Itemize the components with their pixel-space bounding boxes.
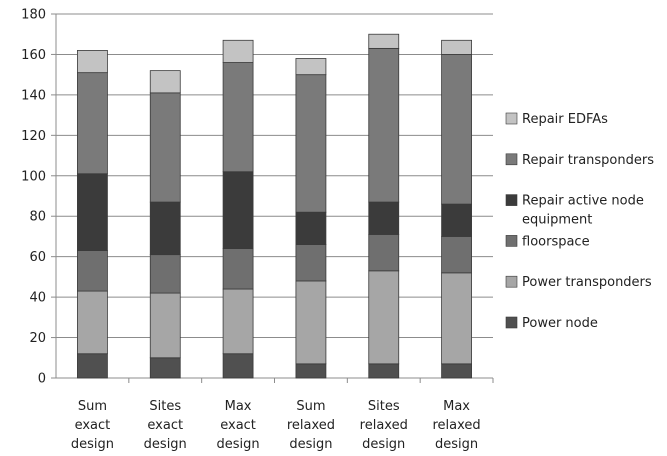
y-tick-label: 0 bbox=[38, 372, 46, 387]
bar-segment bbox=[368, 363, 400, 379]
legend-swatch bbox=[505, 275, 518, 288]
x-tick-label: Sum bbox=[78, 399, 107, 414]
x-tick-label: design bbox=[217, 437, 260, 452]
bar-segment bbox=[222, 288, 254, 355]
bar-segment bbox=[77, 72, 108, 175]
bar-segment bbox=[441, 236, 472, 274]
bar-segment bbox=[295, 211, 327, 245]
bar-segment bbox=[368, 234, 400, 272]
gridlines bbox=[56, 13, 493, 339]
legend-label: floorspace bbox=[522, 234, 590, 249]
x-tick-label: relaxed bbox=[360, 418, 408, 433]
legend-label: Power transponders bbox=[522, 275, 652, 290]
legend-label: Repair active node equipment bbox=[522, 194, 644, 228]
bar-segment bbox=[149, 201, 181, 256]
y-tick-label: 100 bbox=[21, 169, 46, 184]
bar-segment bbox=[295, 74, 327, 213]
legend-label: Repair transponders bbox=[522, 153, 654, 168]
legend: Repair EDFAs Repair transponders Repair ac… bbox=[505, 112, 654, 331]
y-tick-label: 60 bbox=[29, 250, 46, 265]
y-tick-label: 80 bbox=[29, 210, 46, 225]
x-tick-label: exact bbox=[147, 418, 183, 433]
x-tick-label: Max bbox=[443, 399, 470, 414]
bar-segment bbox=[149, 357, 181, 379]
bar-segment bbox=[295, 58, 327, 76]
bar-segment bbox=[77, 50, 108, 74]
bar-segment bbox=[149, 292, 181, 359]
x-tick-label: exact bbox=[75, 418, 111, 433]
bar-segment bbox=[222, 171, 254, 249]
legend-label: Power node bbox=[522, 316, 598, 331]
y-tick-label: 180 bbox=[21, 8, 46, 23]
legend-label: Repair EDFAs bbox=[522, 112, 608, 127]
x-tick-label: design bbox=[71, 437, 114, 452]
bar-segment bbox=[77, 353, 108, 379]
legend-label-line: Repair active node bbox=[522, 194, 644, 209]
bar-segment bbox=[222, 248, 254, 290]
x-tick-label: design bbox=[144, 437, 187, 452]
bar-segment bbox=[441, 272, 472, 365]
bar-segment bbox=[441, 363, 472, 379]
y-tick-label: 20 bbox=[29, 331, 46, 346]
bar-segment bbox=[295, 363, 327, 379]
x-tick-label: design bbox=[362, 437, 405, 452]
y-tick-label: 40 bbox=[29, 291, 46, 306]
x-tick-label: Max bbox=[225, 399, 252, 414]
x-tick-label: Sum bbox=[296, 399, 325, 414]
y-tick-label: 120 bbox=[21, 129, 46, 144]
bar-segment bbox=[368, 201, 400, 235]
x-tick-label: design bbox=[435, 437, 478, 452]
bar-segment bbox=[77, 173, 108, 251]
bars bbox=[77, 33, 472, 379]
bar-segment bbox=[441, 203, 472, 237]
x-tick-label: relaxed bbox=[432, 418, 480, 433]
legend-swatch bbox=[505, 112, 518, 125]
x-tick-label: exact bbox=[220, 418, 256, 433]
bar-segment bbox=[77, 290, 108, 355]
bar-segment bbox=[222, 62, 254, 173]
legend-swatch bbox=[505, 316, 518, 329]
x-tick-label: Sites bbox=[368, 399, 400, 414]
x-tick-label: relaxed bbox=[287, 418, 335, 433]
bar-segment bbox=[295, 244, 327, 282]
bar-segment bbox=[149, 92, 181, 203]
y-tick-label: 160 bbox=[21, 48, 46, 63]
bar-segment bbox=[368, 33, 400, 49]
bar-segment bbox=[368, 270, 400, 365]
y-tick-label: 140 bbox=[21, 88, 46, 103]
bar-segment bbox=[77, 250, 108, 292]
x-tick-label: Sites bbox=[149, 399, 181, 414]
legend-label-line: equipment bbox=[522, 213, 592, 228]
bar-segment bbox=[441, 54, 472, 205]
bar-segment bbox=[368, 47, 400, 203]
legend-swatch bbox=[505, 194, 518, 206]
bar-segment bbox=[149, 70, 181, 94]
bar-segment bbox=[222, 39, 254, 63]
legend-swatch bbox=[505, 235, 518, 247]
bar-segment bbox=[222, 353, 254, 379]
bar-segment bbox=[295, 280, 327, 365]
legend-swatch bbox=[505, 153, 518, 166]
bar-segment bbox=[149, 254, 181, 294]
bar-segment bbox=[441, 39, 472, 55]
axes: 0 20 40 60 80 100 120 140 160 180 Sum exact design Si… bbox=[21, 8, 494, 452]
x-tick-label: design bbox=[289, 437, 332, 452]
